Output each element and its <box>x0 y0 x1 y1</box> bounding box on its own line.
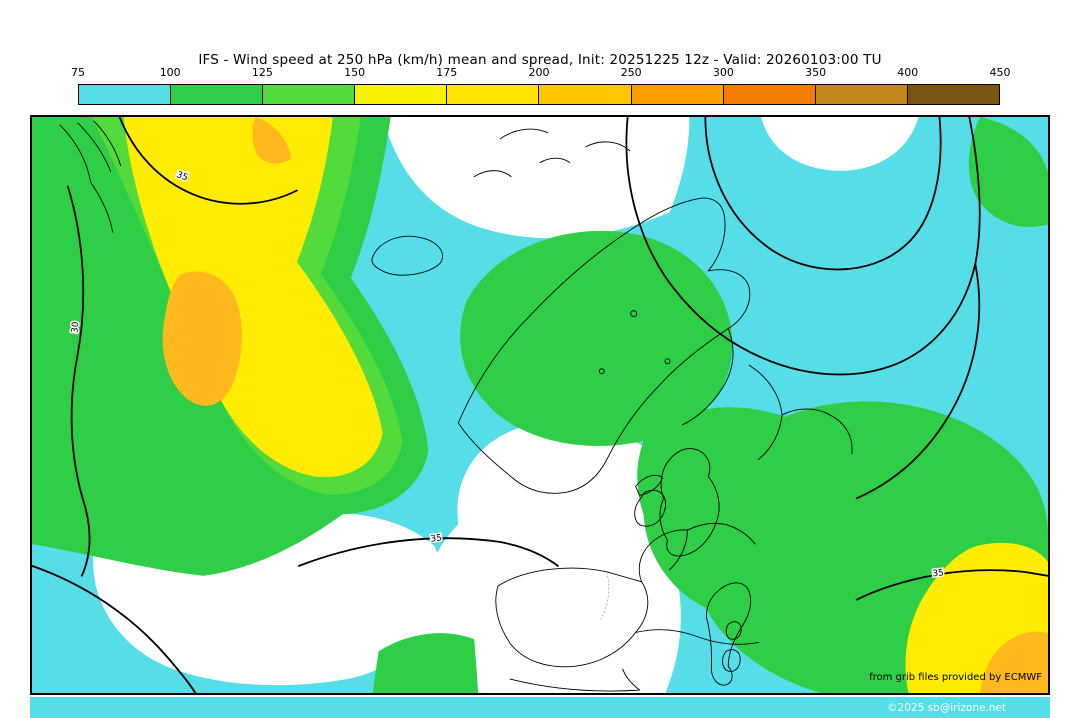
wind-fill-gold-top-patch <box>252 117 291 164</box>
coastline-denmark <box>635 474 663 496</box>
wind-fill-white-top-center <box>382 117 690 239</box>
colorbar-segment <box>446 85 539 104</box>
wind-fill-gold-corner-tip <box>980 631 1048 693</box>
contour-label-30: 30 <box>70 321 81 333</box>
colorbar-tick: 200 <box>528 66 550 79</box>
coastline-france-west <box>638 529 688 583</box>
coastline-small-island <box>598 368 605 375</box>
colorbar <box>78 84 1000 105</box>
colorbar-tick: 450 <box>989 66 1011 79</box>
wind-map-svg: 30 35 35 35 <box>32 117 1048 693</box>
coastline-iceland <box>371 235 443 276</box>
spread-contour-labels: 30 35 35 35 <box>69 169 946 581</box>
contour-label-35-southeast: 35 <box>932 568 944 579</box>
coastlines <box>59 120 853 692</box>
wind-fill-green-norway <box>460 230 733 446</box>
coastline-greenland <box>59 120 122 233</box>
wind-fill-yellow-west-band <box>123 117 383 478</box>
wind-fill-green-bottom-strip <box>372 633 479 693</box>
chart-title: IFS - Wind speed at 250 hPa (km/h) mean … <box>198 52 882 68</box>
attribution-ecmwf: from grib files provided by ECMWF <box>869 672 1042 683</box>
colorbar-segment <box>814 85 907 104</box>
wind-fill-white-center-south <box>376 423 686 693</box>
colorbar-tick: 100 <box>159 66 181 79</box>
spread-contour-west <box>66 185 91 577</box>
coastline-italy <box>705 582 752 686</box>
wind-fill-white-top-right <box>761 117 919 171</box>
spread-contour-northeast-outer <box>625 117 981 376</box>
coastline-faroe-island <box>630 310 638 318</box>
colorbar-tick: 175 <box>436 66 458 79</box>
colorbar-tick: 125 <box>251 66 273 79</box>
colorbar-ticks: 75 100 125 150 175 200 250 300 350 400 450 <box>71 66 1011 80</box>
copyright-text: ©2025 sb@irizone.net <box>887 701 1006 714</box>
map-area: 30 35 35 35 from grib files provided by … <box>30 115 1050 695</box>
colorbar-segment <box>722 85 815 104</box>
coastline-arctic-islands <box>473 128 631 178</box>
colorbar-tick: 250 <box>620 66 642 79</box>
coastline-africa <box>509 668 641 692</box>
coastline-great-britain <box>659 448 720 557</box>
colorbar-tick: 300 <box>712 66 734 79</box>
spread-contour-east-branch <box>855 263 981 500</box>
colorbar-tick: 75 <box>71 66 85 79</box>
colorbar-segment <box>906 85 999 104</box>
coastline-sardinia <box>722 649 741 672</box>
spread-contour-northeast-inner <box>704 117 942 271</box>
colorbar-segment <box>79 85 171 104</box>
contour-label-35-south: 35 <box>430 534 442 545</box>
coastline-corsica <box>725 621 742 640</box>
coastline-east-europe <box>748 364 853 461</box>
colorbar-segment <box>630 85 723 104</box>
spread-contour-south-center <box>298 537 559 567</box>
colorbar-segment <box>538 85 631 104</box>
footer-strip: ©2025 sb@irizone.net <box>30 697 1050 718</box>
wind-fill-green-northeast-corner <box>968 117 1048 227</box>
spread-contour-southeast <box>855 569 1048 601</box>
spread-contour-southwest <box>32 564 197 693</box>
coastline-mediterranean <box>635 629 760 645</box>
country-borders <box>600 505 788 643</box>
colorbar-tick: 350 <box>805 66 827 79</box>
border-line-central-europe <box>724 505 760 525</box>
coastline-iberia <box>495 567 649 668</box>
coastline-ireland <box>634 489 666 527</box>
colorbar-segment <box>262 85 355 104</box>
wind-fill-gold-west-core <box>162 271 242 406</box>
coastline-baltic <box>681 328 734 426</box>
border-line-balkans <box>758 610 788 643</box>
colorbar-segment <box>354 85 447 104</box>
colorbar-segment <box>170 85 263 104</box>
coastline-scandinavia <box>457 197 751 494</box>
coastline-shetland-island <box>664 358 671 365</box>
colorbar-tick: 400 <box>897 66 919 79</box>
spread-contours <box>32 117 1048 693</box>
colorbar-tick: 150 <box>344 66 366 79</box>
border-line-france <box>654 539 694 550</box>
border-line-iberia <box>600 571 610 620</box>
spread-contour-northwest <box>118 117 298 205</box>
